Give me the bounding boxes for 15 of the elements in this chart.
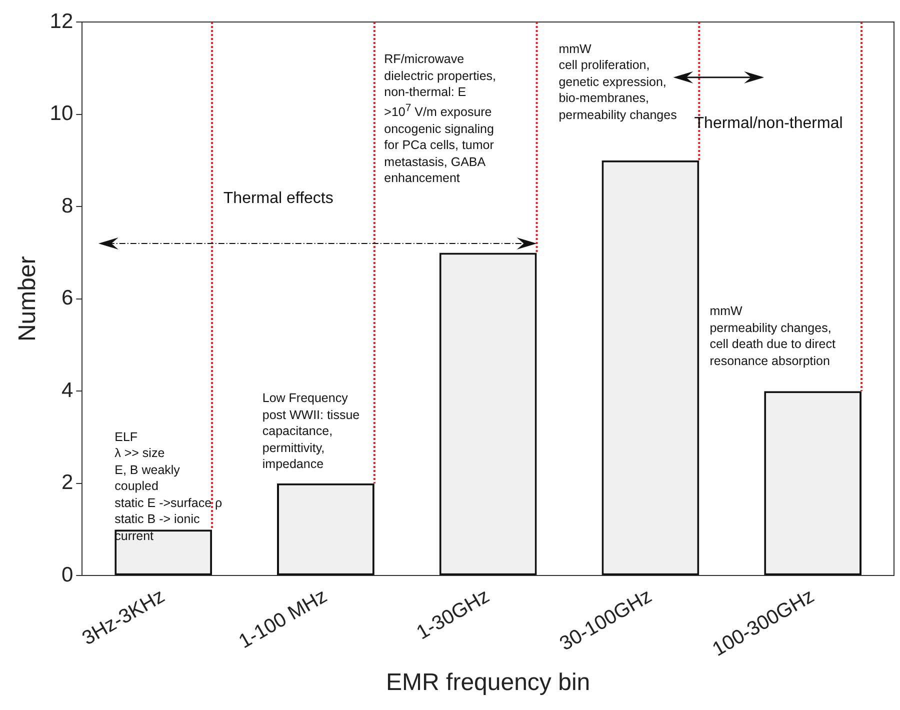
x-axis-title: EMR frequency bin (386, 669, 590, 696)
text: RF/microwave dielectric properties, non-thermal: E >10$^{7}$ V/m exposure oncogenic signaling for PCa cells, tumor metastasis, GABA enhancement (384, 52, 496, 185)
annotation: Low Frequency post WWII: tissue capacitance, permittivity, impedance (262, 390, 360, 473)
y-tick-label: 8 (61, 194, 74, 218)
y-tick-label: 0 (61, 564, 74, 587)
annotation: Thermal/non-thermal (694, 115, 843, 133)
y-tick-label: 12 (50, 10, 74, 33)
annotation: Thermal effects (223, 190, 334, 208)
y-axis-title: Number (14, 256, 42, 342)
y-tick-label: 10 (50, 102, 74, 126)
y-tick-label: 6 (61, 286, 74, 310)
annotation: mmW permeability changes, cell death due to direct resonance absorption (710, 303, 836, 370)
y-tick-label: 4 (61, 378, 74, 402)
annotation: mmW cell proliferation, genetic expression, bio-membranes, permeability changes (558, 40, 677, 124)
y-tick-label: 2 (61, 471, 74, 494)
